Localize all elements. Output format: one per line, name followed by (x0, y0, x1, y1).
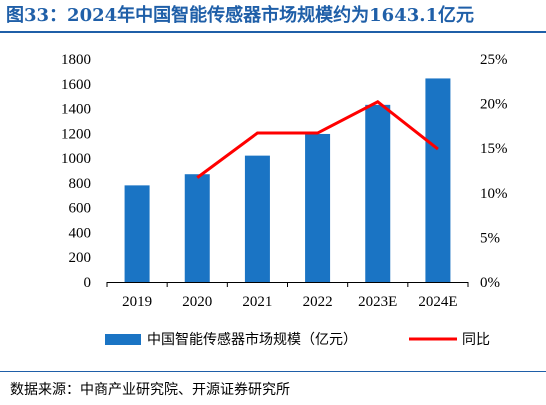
x-axis-tick-label: 2022 (303, 294, 333, 310)
chart-title: 图33：2024年中国智能传感器市场规模约为1643.1亿元 (6, 5, 475, 26)
bar-series (124, 78, 451, 282)
left-axis-tick-label: 400 (69, 225, 92, 241)
left-axis-tick-label: 1400 (61, 102, 91, 118)
title-underline (0, 31, 546, 33)
x-axis-tick-label: 2020 (182, 294, 212, 310)
left-axis-tick-label: 1600 (61, 77, 91, 93)
right-axis-tick-label: 25% (480, 52, 508, 68)
right-axis-ticks: 0% 5% 10% 15% 20% 25% (480, 52, 508, 291)
combo-chart: 0 200 400 600 800 1000 1200 1400 1600 1800 0% 5% 10… (61, 52, 508, 348)
x-axis-tick-label: 2019 (122, 294, 152, 310)
x-axis-ticks: 2019 2020 2021 2022 2023E 2024E (106, 282, 469, 310)
legend-bar-label: 中国智能传感器市场规模（亿元） (147, 331, 357, 348)
left-axis-tick-label: 1200 (61, 126, 91, 142)
x-axis-tick-label: 2023E (358, 294, 397, 310)
x-axis-tick-label: 2024E (418, 294, 457, 310)
right-axis-tick-label: 10% (480, 186, 508, 202)
right-axis-tick-label: 0% (480, 275, 500, 291)
left-axis-tick-label: 800 (69, 176, 92, 192)
bar (425, 78, 451, 282)
x-axis-tick-label: 2021 (242, 294, 272, 310)
right-axis-tick-label: 15% (480, 141, 508, 157)
left-axis-tick-label: 0 (84, 275, 92, 291)
left-axis-tick-label: 1800 (61, 52, 91, 68)
bar (244, 155, 270, 282)
right-axis-tick-label: 20% (480, 97, 508, 113)
footer-divider (0, 371, 546, 372)
bar (365, 104, 391, 282)
left-axis-ticks: 0 200 400 600 800 1000 1200 1400 1600 1800 (61, 52, 91, 291)
left-axis-tick-label: 600 (69, 201, 92, 217)
bar (184, 174, 210, 282)
line-series (196, 100, 439, 179)
left-axis-tick-label: 1000 (61, 151, 91, 167)
right-axis-tick-label: 5% (480, 230, 500, 246)
legend-line-label: 同比 (462, 332, 490, 348)
growth-line (196, 100, 439, 179)
bar (305, 133, 331, 282)
bar (124, 185, 150, 282)
source-note: 数据来源：中商产业研究院、开源证券研究所 (10, 382, 290, 398)
legend: 中国智能传感器市场规模（亿元） 同比 (105, 331, 490, 348)
legend-bar-swatch (105, 334, 141, 345)
left-axis-tick-label: 200 (69, 250, 92, 266)
